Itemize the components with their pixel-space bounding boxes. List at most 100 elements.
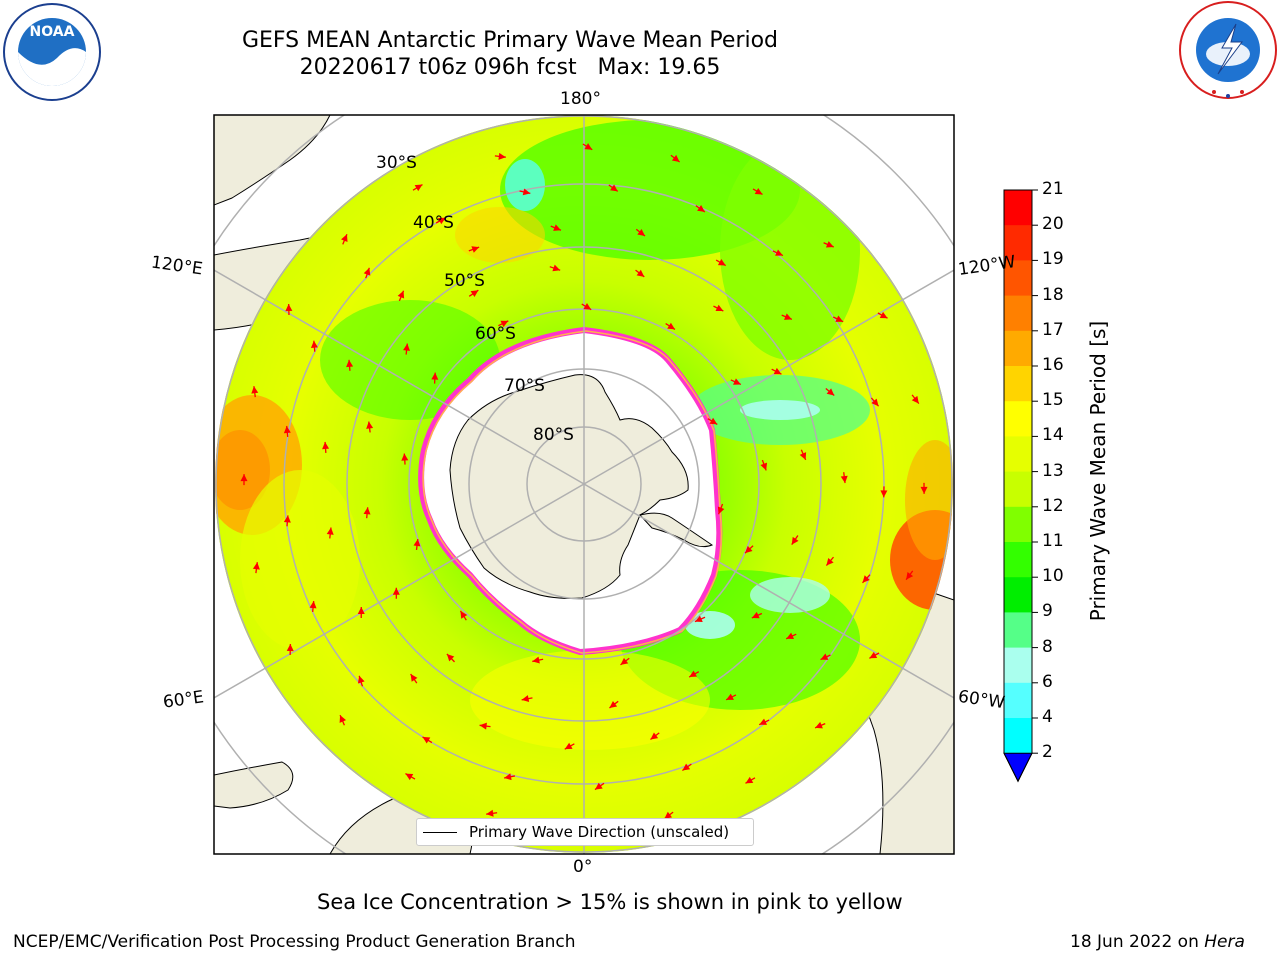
direction-arrow-head <box>584 143 593 150</box>
direction-arrow-head <box>871 398 879 407</box>
direction-arrow-head <box>759 718 768 725</box>
direction-arrow-head <box>286 644 294 652</box>
direction-arrow-head <box>862 575 870 583</box>
direction-arrow-head <box>671 154 680 162</box>
direction-arrow-head <box>479 722 487 730</box>
direction-arrow-head <box>869 651 878 659</box>
colorbar-tick-label: 18 <box>1042 284 1064 305</box>
direction-arrow-head <box>689 670 697 678</box>
colorbar-tick-label: 4 <box>1042 707 1053 727</box>
map-legend: Primary Wave Direction (unscaled) <box>416 818 754 846</box>
direction-arrow-head <box>285 304 293 312</box>
colorbar-segment <box>1004 295 1032 332</box>
nws-logo <box>1179 1 1277 99</box>
direction-arrow-head <box>610 184 618 192</box>
direction-arrow-head <box>437 217 446 225</box>
direction-arrow-head <box>470 290 479 297</box>
colorbar-segment <box>1004 401 1032 437</box>
direction-arrow-head <box>609 700 618 708</box>
legend-label: Primary Wave Direction (unscaled) <box>469 823 730 841</box>
lat-label-70s: 70°S <box>504 376 545 396</box>
lat-label-30s: 30°S <box>376 153 417 173</box>
colorbar-segment <box>1004 225 1032 261</box>
footer-date: 18 Jun 2022 on Hera <box>1070 932 1245 952</box>
direction-arrow-head <box>879 311 888 319</box>
direction-arrow-head <box>252 562 260 570</box>
direction-arrow-head <box>460 610 468 619</box>
colorbar-tick-label: 17 <box>1042 319 1064 340</box>
noaa-logo-text: NOAA <box>30 24 75 40</box>
direction-arrow-head <box>397 290 405 299</box>
direction-arrow-head <box>363 507 371 515</box>
direction-arrow-head <box>667 322 675 330</box>
colorbar-label: Primary Wave Mean Period [s] <box>1086 320 1110 622</box>
direction-arrow-head <box>405 773 414 781</box>
direction-arrow-head <box>799 452 807 460</box>
direction-arrow-head <box>664 811 673 819</box>
direction-arrow-head <box>682 763 691 771</box>
direction-arrow-head <box>552 264 561 272</box>
colorbar-segment <box>1004 506 1032 543</box>
colorbar-tick-label: 14 <box>1042 425 1064 446</box>
footer-branch: NCEP/EMC/Verification Post Processing Pr… <box>13 932 576 952</box>
direction-arrow-head <box>820 653 829 660</box>
colorbar-tick-label: 2 <box>1042 742 1053 763</box>
lat-label-60s: 60°S <box>475 324 516 344</box>
direction-arrow-head <box>826 388 835 396</box>
direction-arrow-head <box>745 776 754 784</box>
colorbar-tick-label: 13 <box>1042 460 1064 481</box>
colorbar-tick-label: 20 <box>1042 214 1064 235</box>
direction-arrow-head <box>521 695 530 703</box>
footer-machine: Hera <box>1204 932 1245 952</box>
colorbar <box>1003 189 1038 783</box>
direction-arrow-head <box>322 441 330 450</box>
colorbar-tick-label: 10 <box>1042 566 1064 587</box>
direction-arrow-head <box>906 571 914 580</box>
direction-arrow-head <box>339 715 347 723</box>
colorbar-segment <box>1004 542 1032 578</box>
direction-arrow-head <box>431 372 439 380</box>
direction-arrow-head <box>500 320 509 328</box>
direction-arrow-head <box>786 632 795 640</box>
direction-arrow-head <box>522 188 531 196</box>
direction-arrow-head <box>835 315 844 322</box>
direction-arrow-head <box>709 417 718 425</box>
colorbar-tick-label: 19 <box>1042 249 1064 270</box>
colorbar-tick-label: 11 <box>1042 531 1064 551</box>
direction-arrow-head <box>744 545 753 554</box>
antarctica-land <box>449 374 689 599</box>
direction-arrow-head <box>697 205 705 212</box>
direction-arrow-head <box>784 313 792 320</box>
direction-arrow-head <box>498 152 506 160</box>
direction-arrow-head <box>532 656 540 664</box>
colorbar-segment <box>1004 471 1032 508</box>
direction-arrow-head <box>733 378 741 385</box>
colorbar-segment <box>1004 260 1032 297</box>
chart-title: GEFS MEAN Antarctic Primary Wave Mean Pe… <box>241 28 779 53</box>
direction-arrow-head <box>326 527 334 535</box>
colorbar-segment <box>1004 612 1032 649</box>
colorbar-tick-label: 16 <box>1042 355 1064 375</box>
direction-arrow-head <box>283 425 291 434</box>
direction-arrow-head <box>791 536 799 545</box>
direction-arrow-head <box>583 303 592 310</box>
direction-arrow-head <box>826 557 834 566</box>
direction-arrow-head <box>357 607 365 615</box>
lon-label-180: 180° <box>560 89 601 109</box>
colorbar-segment <box>1004 190 1032 226</box>
colorbar-tick-label: 6 <box>1042 671 1053 692</box>
direction-arrow-head <box>471 246 480 253</box>
lon-label-0: 0° <box>573 857 593 877</box>
direction-arrow-head <box>911 395 919 404</box>
direction-arrow-head <box>346 359 354 368</box>
colorbar-segment <box>1004 718 1032 754</box>
direction-arrow-head <box>636 269 645 277</box>
chart-subtitle: 20220617 t06z 096h fcst Max: 19.65 <box>299 55 721 80</box>
direction-arrow-head <box>880 490 888 498</box>
footer-date-text: 18 Jun 2022 on <box>1070 932 1205 952</box>
lat-label-80s: 80°S <box>533 425 574 445</box>
direction-arrow-head <box>486 809 494 817</box>
colorbar-segment <box>1004 436 1032 473</box>
direction-arrow-head <box>309 601 317 609</box>
direction-arrow-head <box>637 228 646 237</box>
